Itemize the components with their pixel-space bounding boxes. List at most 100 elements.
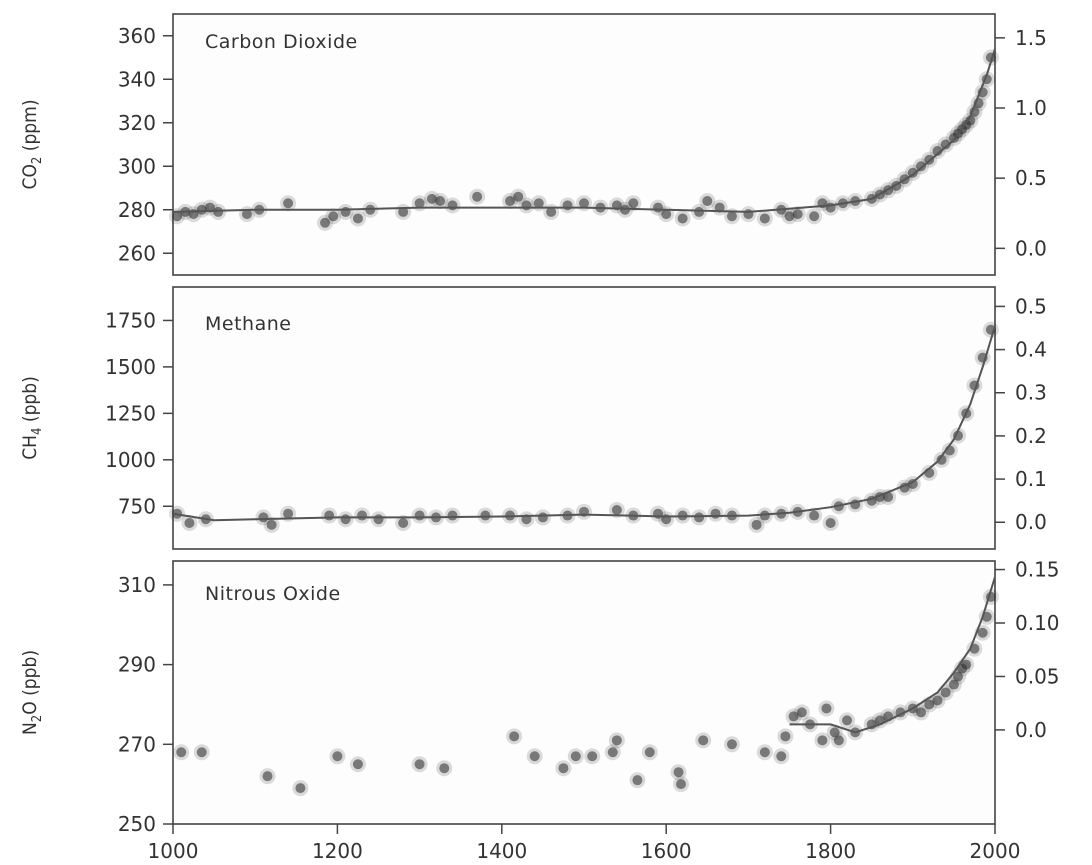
x-tick-label: 2000 <box>970 839 1021 863</box>
data-point <box>352 213 363 224</box>
panel-n2o: 250 270 290 310 0.0 0.05 0.10 0.15 Nitrous Oxide… <box>19 558 1060 863</box>
y2-tick-label: 0.4 <box>1015 338 1047 362</box>
data-point <box>932 146 943 157</box>
data-point <box>751 519 762 530</box>
data-point <box>961 659 972 670</box>
data-point <box>632 775 643 786</box>
y-tick-label: 750 <box>118 494 156 518</box>
y2-tick-label: 0.0 <box>1015 718 1047 742</box>
y2-tick-label: 0.5 <box>1015 294 1047 318</box>
data-point <box>829 727 840 738</box>
y2-tick-label: 1.5 <box>1015 26 1047 50</box>
data-point <box>324 510 335 521</box>
y-axis-label-subscript: 4 <box>30 428 45 435</box>
y-axis-label-main: CO <box>19 164 41 189</box>
data-point <box>172 211 183 222</box>
y-tick-label: 290 <box>118 653 156 677</box>
y-axis-label-n2o: N2O (ppb) <box>19 650 45 735</box>
data-point <box>644 747 655 758</box>
data-point <box>579 198 589 209</box>
y-tick-label: 1500 <box>105 355 156 379</box>
y-tick-label: 360 <box>118 24 156 48</box>
y-axis-label-unit: (ppm) <box>19 100 41 157</box>
data-point <box>817 735 828 746</box>
y-tick-label: 300 <box>118 154 156 178</box>
data-point <box>611 735 622 746</box>
data-point <box>295 783 306 794</box>
data-point <box>283 198 294 209</box>
data-point <box>241 209 252 220</box>
data-point <box>426 193 437 204</box>
data-point <box>546 206 557 217</box>
y-tick-label: 1250 <box>105 401 156 425</box>
data-point <box>694 206 705 217</box>
y-tick-label: 340 <box>118 67 156 91</box>
y-tick-label: 1750 <box>105 308 156 332</box>
data-point <box>521 200 532 211</box>
data-point <box>398 517 409 528</box>
data-point <box>675 779 686 790</box>
data-point <box>340 206 351 217</box>
data-point <box>953 671 964 682</box>
data-point <box>788 711 799 722</box>
y2-tick-label: 0.0 <box>1015 510 1047 534</box>
data-point <box>726 739 737 750</box>
data-point <box>558 763 569 774</box>
data-point <box>176 747 187 758</box>
y2-tick-label: 0.3 <box>1015 381 1047 405</box>
data-point <box>283 508 294 519</box>
data-point <box>607 747 618 758</box>
y2-tick-label: 1.0 <box>1015 96 1047 120</box>
data-point <box>932 695 943 706</box>
data-point <box>796 707 807 718</box>
y2-tick-label: 0.10 <box>1015 611 1060 635</box>
data-point <box>611 504 622 515</box>
panel-title-co2: Carbon Dioxide <box>205 31 358 53</box>
data-point <box>332 751 343 762</box>
data-point <box>352 759 363 770</box>
panel-co2: 260 280 300 320 340 360 0.0 0.5 1.0 1.5 Carbon Dio… <box>19 13 1047 276</box>
data-point <box>320 217 331 228</box>
data-point <box>907 478 918 489</box>
data-point <box>710 508 721 519</box>
data-point <box>977 627 988 638</box>
data-point <box>213 206 224 217</box>
y2-tick-label: 0.5 <box>1015 166 1047 190</box>
y-tick-label: 310 <box>118 573 156 597</box>
data-point <box>825 517 836 528</box>
data-point <box>833 735 844 746</box>
data-point <box>505 196 516 207</box>
data-point <box>398 206 409 217</box>
x-tick-label: 1800 <box>805 839 856 863</box>
y-axis-label-main: CH <box>19 435 41 460</box>
data-point <box>809 211 820 222</box>
data-point <box>196 204 207 215</box>
data-point <box>842 715 853 726</box>
x-tick-label: 1400 <box>476 839 527 863</box>
data-point <box>916 707 927 718</box>
data-point <box>509 731 520 742</box>
data-point <box>940 139 951 150</box>
data-point <box>439 763 450 774</box>
data-point <box>784 211 795 222</box>
data-point <box>714 202 725 213</box>
data-point <box>537 512 548 523</box>
y2-tick-label: 0.15 <box>1015 558 1060 582</box>
y-axis-label-subscript: 2 <box>30 157 45 164</box>
data-point <box>940 687 951 698</box>
data-point <box>948 679 959 690</box>
data-point <box>184 517 195 528</box>
data-point <box>698 735 709 746</box>
data-point <box>447 510 458 521</box>
data-point <box>759 510 770 521</box>
data-point <box>702 196 713 207</box>
trend-line-co2 <box>172 48 996 213</box>
y-tick-label: 320 <box>118 111 156 135</box>
data-point <box>562 200 573 211</box>
data-point <box>677 213 688 224</box>
data-point <box>759 747 770 758</box>
y-axis-label-unit: (ppb) <box>19 376 41 427</box>
data-point <box>447 200 458 211</box>
data-point <box>266 519 277 530</box>
x-tick-label: 1000 <box>148 839 199 863</box>
